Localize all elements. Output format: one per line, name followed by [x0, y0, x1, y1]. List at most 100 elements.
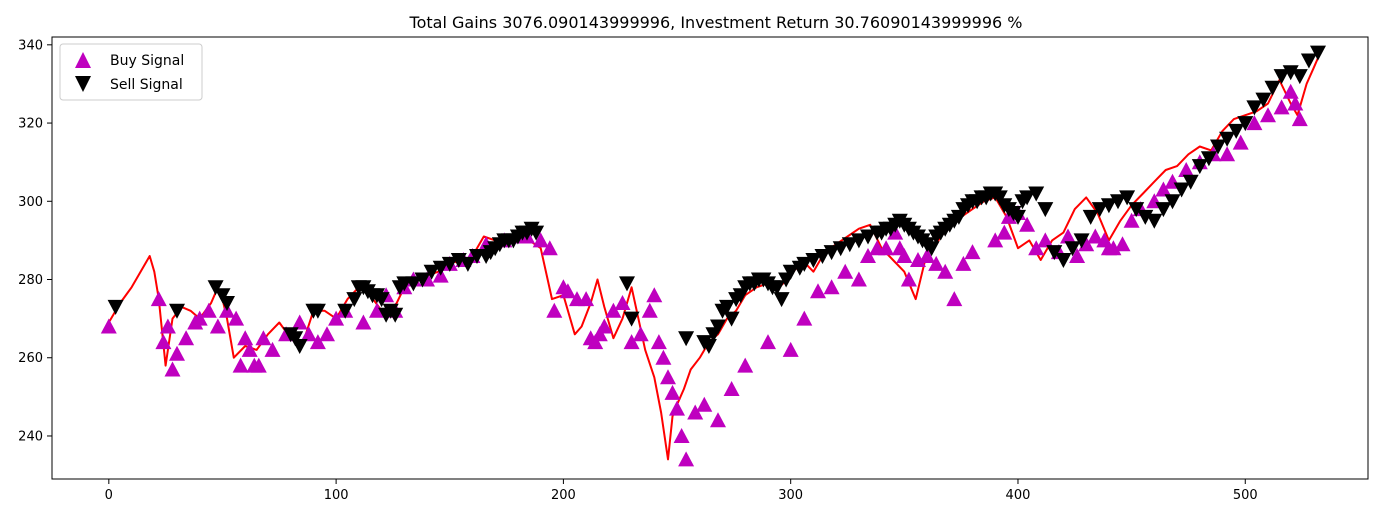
- sell-signal-marker: [432, 260, 449, 276]
- x-tick-label: 400: [1006, 488, 1031, 503]
- sell-signal-marker: [860, 229, 876, 245]
- buy-signal-marker: [660, 369, 676, 385]
- buy-signal-marker: [596, 318, 613, 334]
- buy-signal-marker: [319, 326, 335, 342]
- buy-signal-marker: [159, 318, 176, 334]
- sell-signal-marker: [1310, 45, 1326, 61]
- buy-signal-marker: [209, 318, 226, 334]
- price-line: [107, 52, 1322, 461]
- buy-signal-marker: [1273, 99, 1290, 115]
- sell-signal-marker: [169, 303, 185, 319]
- buy-signal-marker: [650, 334, 667, 350]
- buy-signal-marker: [155, 334, 172, 350]
- sell-signal-marker: [441, 256, 458, 272]
- buy-signal-marker: [291, 314, 308, 330]
- y-axis: 240 260 280 300 320 340: [18, 38, 52, 444]
- sell-signal-marker: [723, 311, 740, 327]
- buy-signal-marker: [1087, 228, 1104, 244]
- price-line-group: [107, 52, 1322, 461]
- buy-signal-marker: [164, 361, 181, 377]
- buy-signal-marker: [796, 310, 813, 326]
- buy-signal-marker: [946, 291, 963, 307]
- sell-signal-marker: [1073, 233, 1090, 249]
- buy-signal-marker: [1019, 216, 1036, 232]
- buy-signal-marker: [191, 310, 208, 326]
- buy-signal-marker: [737, 357, 754, 373]
- buy-signal-marker: [1178, 162, 1195, 177]
- buy-signal-marker: [328, 310, 345, 326]
- buy-signal-marker: [896, 248, 913, 263]
- buy-signal-marker: [100, 318, 117, 334]
- buy-signal-marker: [250, 357, 267, 373]
- sell-signal-marker: [214, 288, 231, 304]
- sell-signal-marker: [1246, 100, 1263, 116]
- buy-signal-marker: [878, 240, 895, 256]
- sell-signal-marker: [291, 339, 308, 354]
- sell-signal-marker: [405, 276, 422, 292]
- buy-signal-marker: [1105, 240, 1122, 256]
- sell-signal-marker: [1110, 194, 1126, 210]
- sell-signal-marker: [1137, 209, 1154, 225]
- sell-signal-marker: [923, 241, 940, 257]
- sell-signal-marker: [1128, 202, 1145, 218]
- buy-signal-marker: [532, 232, 549, 248]
- buy-signal-marker: [669, 400, 685, 416]
- buy-signal-marker: [237, 330, 254, 346]
- buy-signal-marker: [1246, 115, 1263, 131]
- buy-signal-marker: [578, 291, 595, 307]
- legend-box: [59, 43, 203, 101]
- sell-signal-marker: [1273, 69, 1290, 85]
- buy-signal-marker: [919, 248, 936, 263]
- sell-signal-marker: [219, 296, 235, 311]
- sell-signal-marker: [1291, 69, 1308, 85]
- sell-signal-marker: [782, 264, 799, 280]
- buy-signal-marker: [355, 314, 372, 330]
- buy-signal-marker: [910, 252, 926, 267]
- axes-frame: [51, 36, 1369, 480]
- buy-signal-marker: [900, 271, 917, 287]
- legend-sell-label: Sell Signal: [110, 77, 183, 93]
- sell-signal-marker: [387, 307, 404, 323]
- sell-markers: [107, 45, 1326, 354]
- buy-markers: [100, 83, 1308, 467]
- sell-signal-marker: [1164, 194, 1181, 210]
- y-tick-label: 300: [18, 195, 43, 210]
- legend-sell-marker-icon: [75, 76, 91, 92]
- sell-signal-marker: [1237, 116, 1254, 132]
- buy-signal-marker: [255, 330, 272, 346]
- buy-signal-marker: [178, 330, 195, 346]
- buy-signal-marker: [1291, 111, 1308, 127]
- buy-signal-marker: [823, 279, 840, 295]
- buy-signal-marker: [300, 326, 317, 342]
- sell-signal-marker: [832, 241, 849, 257]
- buy-signal-marker: [200, 302, 217, 318]
- buy-signal-marker: [1282, 83, 1299, 99]
- x-tick-label: 100: [324, 488, 349, 503]
- buy-signal-marker: [1078, 236, 1095, 252]
- buy-signal-marker: [955, 255, 972, 271]
- buy-signal-marker: [673, 428, 690, 443]
- buy-signal-marker: [369, 302, 385, 318]
- buy-signal-marker: [687, 404, 704, 420]
- sell-signal-marker: [1091, 202, 1108, 218]
- sell-signal-marker: [1191, 159, 1208, 175]
- sell-signal-marker: [841, 237, 858, 253]
- sell-signal-marker: [710, 319, 726, 335]
- buy-signal-marker: [664, 384, 681, 400]
- buy-signal-marker: [710, 412, 726, 428]
- buy-signal-marker: [760, 334, 776, 350]
- buy-signal-marker: [937, 263, 954, 279]
- buy-signal-marker: [150, 291, 167, 307]
- sell-signal-marker: [1119, 190, 1136, 206]
- buy-signal-marker: [587, 334, 604, 350]
- buy-signal-marker: [1219, 146, 1236, 162]
- buy-signal-marker: [309, 334, 326, 350]
- buy-signal-marker: [232, 357, 249, 373]
- buy-signal-marker: [1287, 95, 1304, 111]
- buy-signal-marker: [632, 326, 649, 342]
- sell-signal-marker: [1228, 123, 1245, 139]
- buy-signal-marker: [1060, 228, 1076, 244]
- buy-signal-marker: [655, 349, 672, 365]
- sell-signal-marker: [1055, 253, 1072, 268]
